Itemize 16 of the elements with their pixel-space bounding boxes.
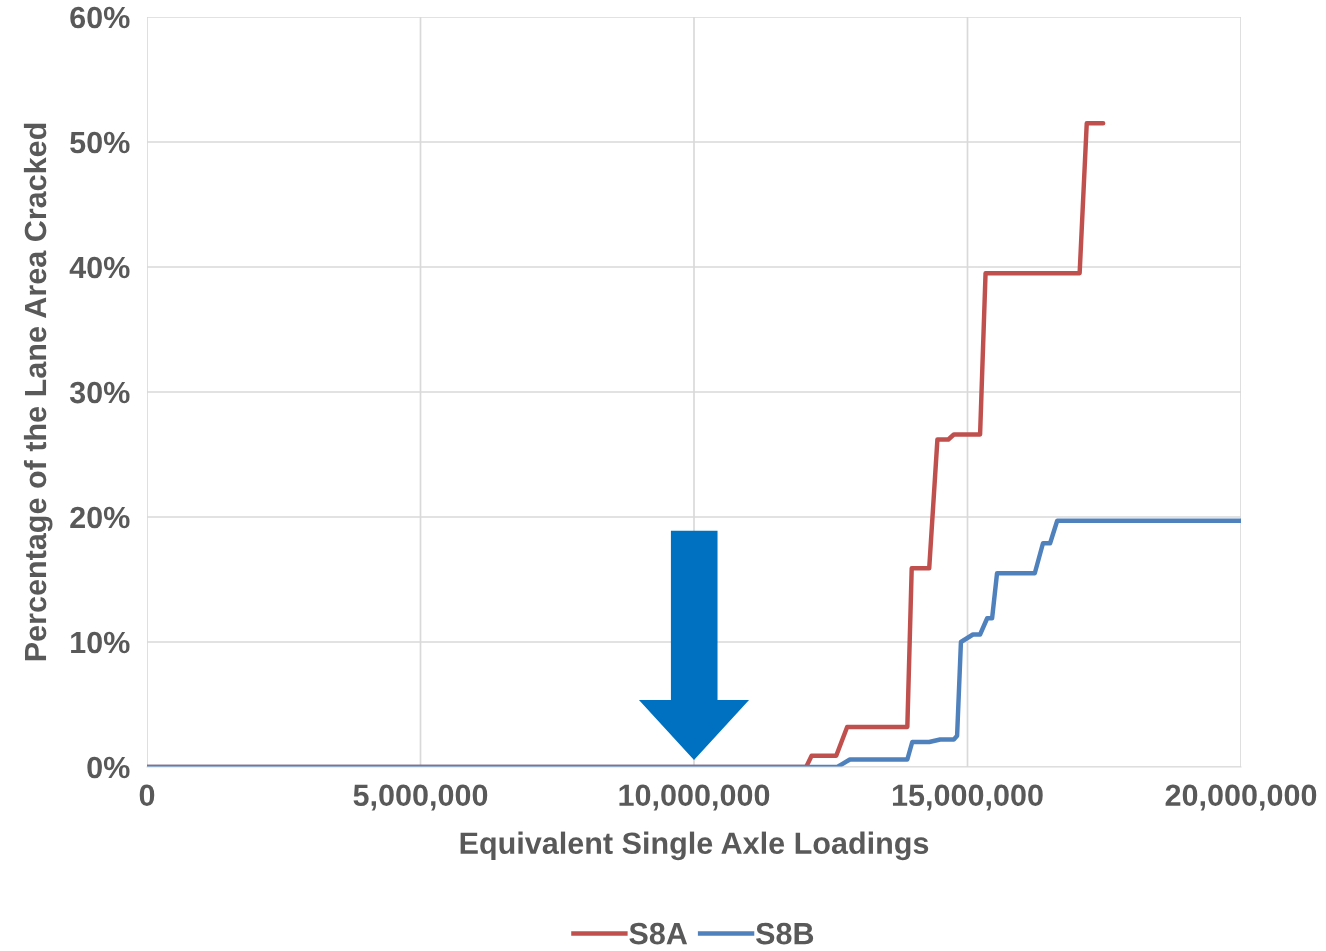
y-tick-label: 40% <box>69 256 130 279</box>
y-axis-title: Percentage of the Lane Area Cracked <box>23 123 53 661</box>
y-tick-label: 0% <box>87 756 130 779</box>
x-tick-label: 5,000,000 <box>353 784 488 811</box>
legend-label: S8A <box>629 922 688 945</box>
legend-label: S8B <box>755 922 814 945</box>
x-axis-title: Equivalent Single Axle Loadings <box>460 831 929 861</box>
x-tick-label: 10,000,000 <box>619 784 770 811</box>
y-tick-label: 30% <box>69 381 130 404</box>
y-tick-label: 50% <box>70 131 130 154</box>
x-tick-label: 15,000,000 <box>892 784 1043 811</box>
y-tick-label: 10% <box>71 631 130 654</box>
y-tick-label: 20% <box>70 506 130 529</box>
x-tick-label: 20,000,000 <box>1165 784 1317 811</box>
x-tick-label: 0 <box>139 784 155 807</box>
y-tick-label: 60% <box>70 6 130 29</box>
